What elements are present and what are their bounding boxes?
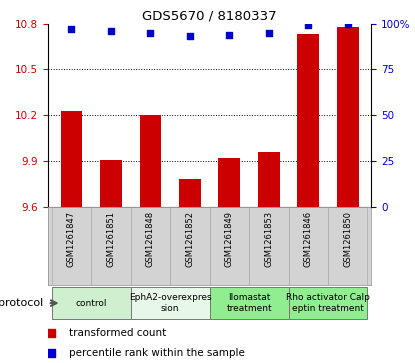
Text: GSM1261853: GSM1261853 (264, 211, 273, 267)
Text: control: control (76, 299, 107, 307)
Bar (288, 287, 367, 319)
Bar (52, 287, 131, 319)
Text: EphA2-overexpres
sion: EphA2-overexpres sion (129, 293, 211, 313)
Bar (61, 111, 82, 207)
Text: GSM1261852: GSM1261852 (186, 211, 194, 267)
Text: GSM1261851: GSM1261851 (106, 211, 115, 267)
Bar (139, 115, 161, 207)
Point (68, 26, 75, 32)
Text: transformed count: transformed count (69, 328, 166, 338)
Text: percentile rank within the sample: percentile rank within the sample (69, 347, 244, 358)
Bar (218, 158, 240, 207)
Bar (131, 207, 170, 285)
Bar (258, 152, 280, 207)
Bar (298, 34, 319, 207)
Text: Rho activator Calp
eptin treatment: Rho activator Calp eptin treatment (286, 293, 370, 313)
Point (305, 23, 312, 28)
Point (236, 66, 242, 72)
Bar (210, 207, 249, 285)
Bar (179, 179, 201, 207)
Point (147, 30, 154, 36)
Text: GSM1261849: GSM1261849 (225, 211, 234, 267)
Text: GSM1261848: GSM1261848 (146, 211, 155, 267)
Bar (170, 207, 210, 285)
Bar (328, 207, 367, 285)
Point (226, 32, 233, 37)
Text: protocol: protocol (0, 298, 44, 308)
Point (266, 30, 272, 36)
Text: GSM1261847: GSM1261847 (67, 211, 76, 267)
Bar (288, 207, 328, 285)
Bar (52, 207, 91, 285)
Title: GDS5670 / 8180337: GDS5670 / 8180337 (142, 9, 277, 23)
Point (186, 33, 193, 39)
Point (236, 244, 242, 250)
Bar (249, 207, 288, 285)
Point (344, 21, 351, 26)
Point (107, 28, 114, 34)
Bar (91, 207, 131, 285)
Bar (210, 287, 288, 319)
Bar (131, 287, 210, 319)
Bar (100, 160, 122, 207)
Bar (337, 26, 359, 207)
Text: GSM1261850: GSM1261850 (343, 211, 352, 267)
Text: Ilomastat
treatment: Ilomastat treatment (226, 293, 272, 313)
Text: GSM1261846: GSM1261846 (304, 211, 313, 267)
